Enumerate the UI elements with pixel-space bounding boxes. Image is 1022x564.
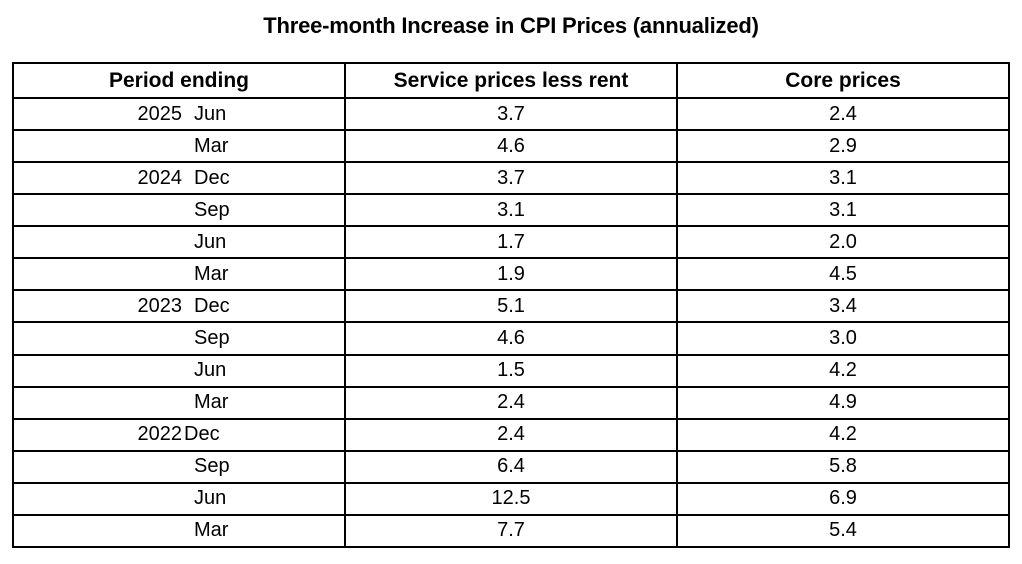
period-month: Jun [194, 230, 227, 253]
service-price-cell: 7.7 [344, 513, 678, 549]
table-row: Mar 2.4 4.9 [12, 385, 1010, 420]
table-body: 2025 Jun 3.7 2.4 Mar 4.6 2.9 2024 Dec [12, 96, 1010, 549]
period-cell: Mar [12, 385, 346, 420]
period-wrap: Mar [15, 134, 343, 158]
table-row: Sep 6.4 5.8 [12, 449, 1010, 484]
core-price-cell: 4.2 [676, 417, 1010, 452]
period-cell: 2025 Jun [12, 96, 346, 132]
period-wrap: Jun [15, 359, 343, 382]
period-cell: Mar [12, 513, 346, 549]
period-cell: Mar [12, 257, 346, 292]
table-row: Mar 4.6 2.9 [12, 129, 1010, 164]
service-price-cell: 2.4 [344, 417, 678, 452]
core-price-cell: 2.4 [676, 96, 1010, 132]
core-price-cell: 4.5 [676, 257, 1010, 292]
core-price-cell: 3.0 [676, 321, 1010, 356]
period-month: Sep [194, 326, 230, 349]
period-month: Dec [184, 423, 220, 446]
period-cell: 2022 Dec [12, 417, 346, 452]
core-price-cell: 5.4 [676, 513, 1010, 549]
core-price-cell: 6.9 [676, 481, 1010, 516]
period-month: Jun [194, 487, 227, 510]
service-price-cell: 1.9 [344, 257, 678, 292]
period-month: Mar [194, 134, 229, 157]
service-price-cell: 4.6 [344, 129, 678, 164]
table-row: Mar 7.7 5.4 [12, 513, 1010, 549]
period-cell: Mar [12, 129, 346, 164]
service-price-cell: 5.1 [344, 289, 678, 324]
table-row: Jun 1.7 2.0 [12, 225, 1010, 260]
service-price-cell: 3.7 [344, 96, 678, 132]
period-month: Dec [194, 294, 230, 317]
service-price-cell: 1.7 [344, 225, 678, 260]
period-year: 2023 [137, 294, 183, 317]
table-row: 2023 Dec 5.1 3.4 [12, 289, 1010, 324]
table-row: 2025 Jun 3.7 2.4 [12, 96, 1010, 132]
period-wrap: Jun [15, 487, 343, 510]
service-price-cell: 4.6 [344, 321, 678, 356]
service-price-cell: 1.5 [344, 353, 678, 388]
col-header-period-ending: Period ending [12, 62, 346, 99]
period-month: Mar [194, 262, 229, 285]
core-price-cell: 4.9 [676, 385, 1010, 420]
period-cell: 2023 Dec [12, 289, 346, 324]
period-cell: Sep [12, 449, 346, 484]
table-row: Sep 3.1 3.1 [12, 193, 1010, 228]
core-price-cell: 3.1 [676, 161, 1010, 196]
period-cell: Sep [12, 321, 346, 356]
period-month: Jun [194, 359, 227, 382]
period-month: Sep [194, 455, 230, 478]
core-price-cell: 2.0 [676, 225, 1010, 260]
period-wrap: 2025 Jun [15, 102, 343, 126]
table-header: Period ending Service prices less rent C… [12, 62, 1010, 99]
period-wrap: 2024 Dec [15, 166, 343, 190]
period-wrap: Sep [15, 455, 343, 478]
period-cell: 2024 Dec [12, 161, 346, 196]
period-cell: Jun [12, 481, 346, 516]
period-month: Sep [194, 198, 230, 221]
table-row: Mar 1.9 4.5 [12, 257, 1010, 292]
period-cell: Sep [12, 193, 346, 228]
period-wrap: Sep [15, 326, 343, 350]
period-year: 2024 [137, 166, 183, 189]
service-price-cell: 6.4 [344, 449, 678, 484]
service-price-cell: 2.4 [344, 385, 678, 420]
cpi-table: Period ending Service prices less rent C… [12, 62, 1010, 549]
period-month: Mar [194, 519, 229, 542]
table-row: Jun 1.5 4.2 [12, 353, 1010, 388]
period-month: Mar [194, 391, 229, 414]
period-wrap: Mar [15, 519, 343, 542]
period-year: 2022 [137, 423, 183, 446]
core-price-cell: 4.2 [676, 353, 1010, 388]
core-price-cell: 5.8 [676, 449, 1010, 484]
period-cell: Jun [12, 225, 346, 260]
header-row: Period ending Service prices less rent C… [12, 62, 1010, 99]
period-wrap: Sep [15, 198, 343, 222]
service-price-cell: 12.5 [344, 481, 678, 516]
service-price-cell: 3.7 [344, 161, 678, 196]
table-row: 2024 Dec 3.7 3.1 [12, 161, 1010, 196]
period-wrap: Mar [15, 262, 343, 286]
period-month: Jun [194, 102, 227, 125]
period-wrap: 2022 Dec [15, 423, 343, 446]
core-price-cell: 3.1 [676, 193, 1010, 228]
col-header-core-prices: Core prices [676, 62, 1010, 99]
core-price-cell: 3.4 [676, 289, 1010, 324]
period-wrap: 2023 Dec [15, 294, 343, 318]
period-month: Dec [194, 166, 230, 189]
period-wrap: Mar [15, 391, 343, 414]
period-year: 2025 [137, 102, 183, 125]
col-header-service-prices: Service prices less rent [344, 62, 678, 99]
period-cell: Jun [12, 353, 346, 388]
table-row: 2022 Dec 2.4 4.2 [12, 417, 1010, 452]
period-wrap: Jun [15, 230, 343, 254]
core-price-cell: 2.9 [676, 129, 1010, 164]
service-price-cell: 3.1 [344, 193, 678, 228]
table-row: Jun 12.5 6.9 [12, 481, 1010, 516]
table-row: Sep 4.6 3.0 [12, 321, 1010, 356]
page-title: Three-month Increase in CPI Prices (annu… [263, 13, 759, 38]
